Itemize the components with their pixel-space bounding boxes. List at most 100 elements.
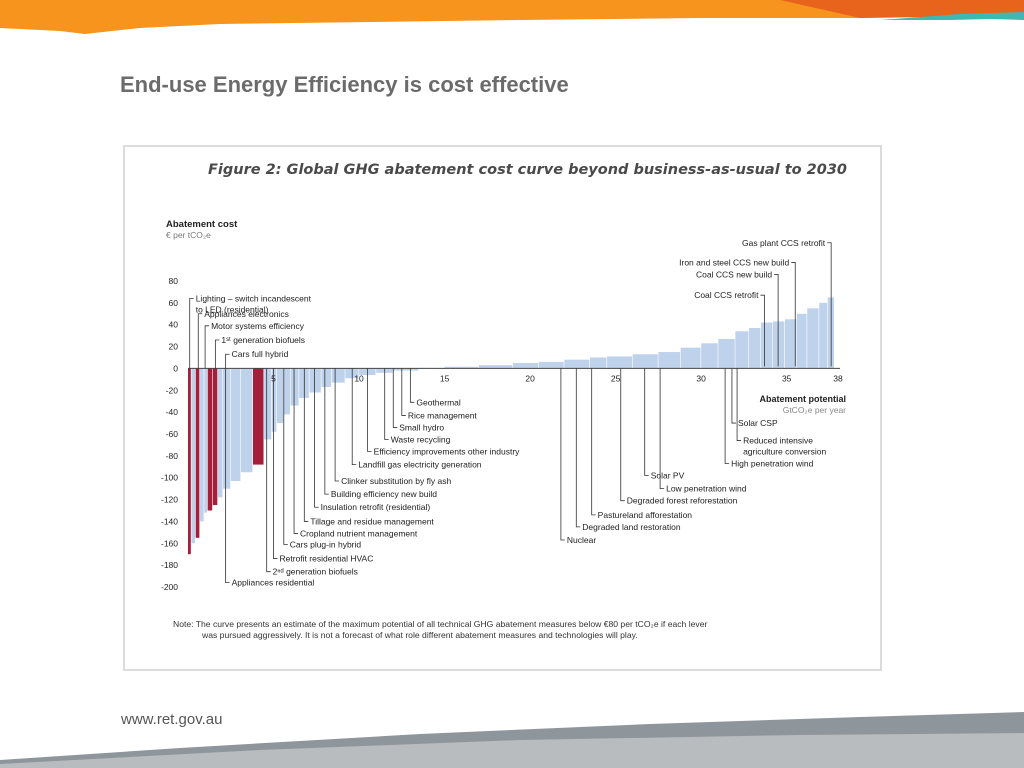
annotation-label: Efficiency improvements other industry: [374, 446, 521, 456]
bar: [204, 368, 208, 513]
highlight-bar: [195, 368, 200, 538]
highlight-bar: [212, 368, 218, 506]
annotation-label: Rice management: [408, 410, 478, 420]
note-line-2: was pursued aggressively. It is not a fo…: [202, 630, 638, 640]
bar: [749, 327, 761, 369]
annotation-label: Low penetration wind: [666, 484, 747, 494]
x-tick-label: 20: [525, 373, 535, 383]
annotation-leader: [214, 339, 220, 369]
bar: [271, 368, 277, 432]
annotation-leader: [283, 368, 288, 545]
x-tick-label: 25: [611, 373, 621, 383]
annotation-leader: [273, 368, 278, 559]
figure-title: Figure 2: Global GHG abatement cost curv…: [208, 162, 848, 178]
annotation-label: Solar CSP: [738, 418, 778, 428]
annotation-label: Small hydro: [399, 422, 444, 432]
annotation-leader: [791, 262, 796, 367]
annotation-leader: [303, 368, 309, 522]
annotation-label: 2ⁿᵈ generation biofuels: [273, 567, 358, 577]
y-tick-label: -100: [161, 473, 178, 483]
y-axis-title: Abatement cost: [166, 219, 238, 230]
y-tick-label: 60: [169, 298, 179, 308]
bar: [819, 302, 828, 369]
highlight-bar: [188, 368, 191, 555]
y-tick-label: -160: [161, 538, 178, 548]
annotation-label: Landfill gas electricity generation: [358, 460, 482, 470]
y-tick-label: -40: [166, 407, 179, 417]
annotation-label: Geothermal: [416, 397, 461, 407]
annotation-leader: [591, 368, 596, 516]
bar: [276, 368, 284, 424]
bar: [607, 356, 633, 369]
bar: [718, 338, 735, 369]
x-tick-label: 30: [696, 373, 706, 383]
x-axis-unit: GtCO₂e per year: [783, 405, 846, 415]
annotation-label: Cars full hybrid: [232, 349, 289, 359]
bar: [589, 357, 607, 369]
y-tick-label: 80: [169, 276, 179, 286]
annotation-label: Appliances electronics: [204, 309, 289, 319]
note-line-1: Note: The curve presents an estimate of …: [173, 619, 708, 629]
bar: [658, 352, 681, 369]
bar: [761, 322, 773, 369]
annotation-label: Iron and steel CCS new build: [679, 257, 789, 267]
annotation-label: Gas plant CCS retrofit: [742, 238, 826, 248]
annotation-leader: [189, 298, 194, 369]
bar: [807, 308, 819, 369]
annotation-label: Clinker substitution by fly ash: [341, 476, 451, 486]
footer-light-band: [0, 733, 1024, 768]
annotation-label: Degraded land restoration: [582, 522, 681, 532]
bar: [796, 313, 807, 369]
annotation-leader: [644, 368, 649, 476]
annotation-leader: [324, 368, 329, 495]
bar: [199, 368, 204, 522]
bar: [564, 359, 590, 369]
header-dark-orange-band: [780, 0, 1024, 18]
annotation-label: Reduced intensive: [743, 436, 813, 446]
x-tick-label: 10: [354, 373, 364, 383]
bar: [513, 362, 539, 369]
annotation-leader: [334, 368, 340, 482]
annotation-leader: [827, 242, 832, 367]
y-tick-label: -60: [166, 429, 179, 439]
annotation-leader: [774, 274, 779, 367]
annotation-leader: [575, 368, 581, 528]
x-tick-label: 15: [440, 373, 450, 383]
annotation-label: Lighting – switch incandescent: [196, 293, 312, 303]
bar: [735, 331, 749, 369]
annotation-label: to LED (residential): [196, 304, 269, 314]
y-tick-label: -80: [166, 451, 179, 461]
annotation-leader: [736, 368, 742, 441]
annotation-label: High penetration wind: [731, 459, 813, 469]
annotation-label: Retrofit residential HVAC: [280, 554, 374, 564]
annotation-label: Waste recycling: [391, 434, 451, 444]
bar: [701, 343, 718, 369]
highlight-bar: [253, 368, 264, 465]
x-tick-label: 35: [782, 373, 792, 383]
x-tick-label: 38: [833, 373, 843, 383]
annotation-leader: [197, 313, 203, 369]
annotation-leader: [659, 368, 665, 490]
annotation-leader: [409, 368, 415, 403]
y-tick-label: 20: [169, 342, 179, 352]
annotation-label: Tillage and residue management: [310, 516, 434, 526]
annotation-label: 1ˢᵗ generation biofuels: [221, 335, 305, 345]
annotation-leader: [266, 368, 271, 573]
bar: [230, 368, 241, 481]
bar: [478, 365, 513, 369]
annotation-leader: [384, 368, 389, 440]
header-decoration: [0, 0, 1024, 34]
bar: [290, 368, 299, 406]
bar: [191, 368, 196, 544]
bar: [393, 368, 419, 371]
annotation-label: Solar PV: [651, 471, 685, 481]
slide-title: End-use Energy Efficiency is cost effect…: [120, 72, 569, 97]
y-tick-label: -200: [161, 582, 178, 592]
footer-url: www.ret.gov.au: [121, 711, 223, 728]
bar: [784, 319, 797, 369]
header-teal-swoosh: [880, 12, 1024, 20]
footer-decoration: [0, 712, 1024, 768]
annotation-leader: [724, 368, 730, 464]
